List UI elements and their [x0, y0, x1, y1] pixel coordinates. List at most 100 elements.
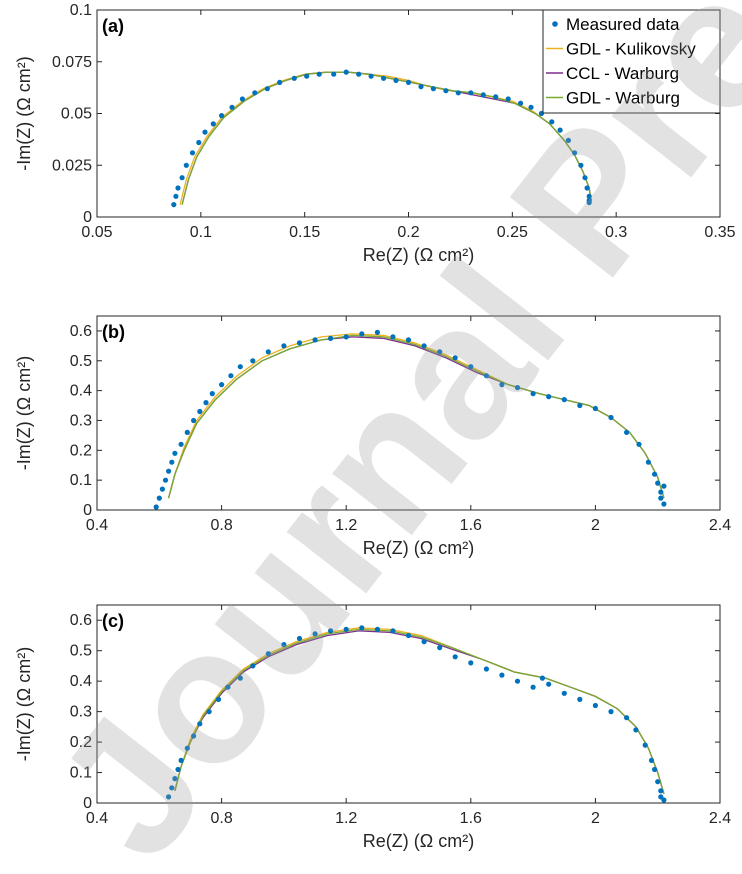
- y-tick-label: 0: [83, 502, 92, 519]
- legend-label: CCL - Warburg: [566, 64, 679, 83]
- data-point: [586, 193, 592, 199]
- data-point: [312, 337, 318, 343]
- data-point: [661, 501, 667, 507]
- data-point: [281, 343, 287, 349]
- data-point: [237, 364, 243, 370]
- y-tick-label: 0.5: [70, 643, 92, 660]
- x-tick-label: 0.2: [397, 224, 419, 241]
- data-point: [296, 340, 303, 346]
- x-tick-label: 2.4: [709, 810, 731, 827]
- data-point: [291, 75, 297, 81]
- data-point: [356, 71, 362, 77]
- data-point: [175, 185, 181, 191]
- legend-label: GDL - Kulikovsky: [566, 40, 696, 59]
- y-tick-label: 0.2: [70, 442, 92, 459]
- data-point: [452, 355, 458, 361]
- data-point: [343, 69, 349, 75]
- data-point: [608, 709, 614, 715]
- y-tick-label: 0.1: [70, 2, 92, 19]
- data-point: [359, 625, 365, 631]
- data-point: [546, 394, 552, 400]
- data-point: [624, 715, 630, 721]
- legend-item: GDL - Warburg: [546, 89, 680, 108]
- data-point: [359, 331, 365, 337]
- data-point: [191, 417, 197, 424]
- y-tick-label: 0.2: [70, 734, 92, 751]
- legend-label: Measured data: [566, 15, 680, 34]
- data-point: [374, 626, 380, 633]
- data-point: [642, 742, 648, 748]
- data-point: [169, 785, 175, 791]
- data-point: [343, 626, 349, 633]
- x-tick-label: 0.05: [81, 224, 112, 241]
- data-point: [578, 162, 584, 168]
- data-point: [184, 745, 190, 751]
- data-point: [655, 480, 661, 486]
- data-point: [468, 364, 474, 370]
- y-tick-label: 0.1: [70, 472, 92, 489]
- data-point: [202, 129, 208, 135]
- data-point: [546, 681, 552, 687]
- data-point: [592, 702, 599, 709]
- data-point: [584, 185, 590, 191]
- x-tick-label: 1.6: [460, 810, 482, 827]
- data-point: [514, 678, 521, 684]
- x-tick-label: 1.6: [460, 517, 482, 534]
- data-point: [493, 94, 499, 100]
- series-line-gdl-warburg: [181, 71, 592, 205]
- data-point: [586, 199, 592, 206]
- data-point: [239, 96, 245, 102]
- data-point: [166, 794, 172, 800]
- x-tick-label: 2.4: [709, 517, 731, 534]
- legend-marker: [552, 21, 558, 27]
- data-point: [237, 675, 243, 681]
- data-point: [624, 429, 630, 435]
- data-point: [264, 86, 270, 92]
- data-point: [166, 468, 172, 474]
- data-point: [265, 651, 271, 657]
- data-point: [405, 79, 412, 85]
- y-tick-label: 0.4: [70, 673, 92, 690]
- panel-c: 0.4 0.8 1.2 1.6 2 2.4 0 0.1 0.2 0.3 0.4 0.5 0.6 Re(Z)…: [14, 604, 731, 851]
- y-tick-label: 0: [83, 209, 92, 226]
- data-point: [191, 733, 197, 739]
- data-point: [210, 121, 216, 127]
- panel-b: 0.4 0.8 1.2 1.6 2 2.4 0 0.1 0.2 0.3 0.4 0.5 0.6 Re(Z)…: [14, 315, 731, 558]
- x-tick-label: 2: [591, 810, 600, 827]
- data-point: [636, 441, 642, 447]
- data-point: [197, 408, 203, 415]
- data-point: [437, 645, 443, 651]
- y-tick-label: 0.3: [70, 704, 92, 721]
- data-point: [225, 684, 231, 690]
- data-point: [530, 684, 536, 690]
- data-point: [468, 90, 474, 96]
- x-axis-label: Re(Z) (Ω cm²): [363, 538, 474, 558]
- data-point: [483, 373, 489, 379]
- data-point: [499, 672, 505, 678]
- data-point: [528, 104, 534, 110]
- legend-box: [542, 9, 721, 114]
- panel-label: (a): [102, 16, 124, 36]
- y-tick-label: 0.6: [70, 323, 92, 340]
- data-point: [328, 628, 334, 634]
- data-point: [565, 137, 572, 143]
- data-point: [421, 343, 427, 349]
- panel-label: (b): [102, 322, 125, 342]
- data-point: [430, 86, 436, 92]
- data-point: [374, 329, 380, 335]
- data-point: [153, 504, 159, 510]
- y-tick-label: 0.1: [70, 765, 92, 782]
- series-line-gdl-warburg: [167, 334, 665, 499]
- data-point: [328, 335, 334, 341]
- y-tick-label: 0.05: [61, 106, 92, 123]
- data-point: [178, 441, 184, 447]
- data-point: [252, 90, 258, 96]
- data-point: [518, 100, 524, 106]
- data-point: [582, 175, 588, 181]
- legend: Measured data GDL - Kulikovsky CCL - Warbu…: [542, 9, 721, 114]
- data-point: [418, 84, 424, 90]
- y-axis-label: -Im(Z) (Ω cm²): [14, 356, 34, 470]
- data-point: [304, 73, 310, 79]
- y-tick-label: 0.025: [52, 157, 92, 174]
- data-point: [421, 639, 427, 645]
